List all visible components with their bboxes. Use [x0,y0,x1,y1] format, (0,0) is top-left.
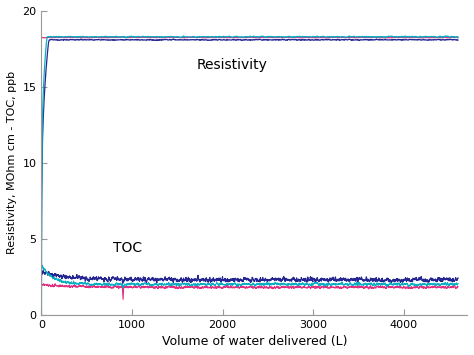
Y-axis label: Resistivity, MOhm cm - TOC, ppb: Resistivity, MOhm cm - TOC, ppb [7,71,17,254]
Text: TOC: TOC [113,241,142,255]
Text: Resistivity: Resistivity [196,58,267,72]
X-axis label: Volume of water delivered (L): Volume of water delivered (L) [162,335,347,348]
